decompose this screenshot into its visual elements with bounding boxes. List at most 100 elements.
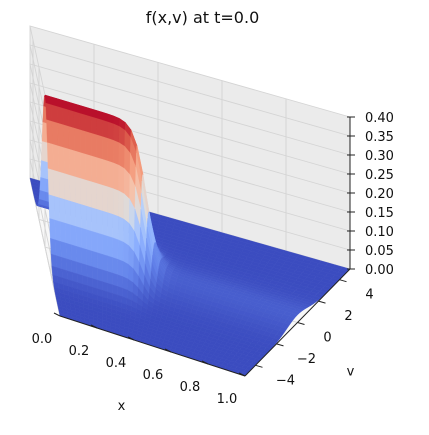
surface-patch <box>107 121 114 141</box>
surface-patch <box>91 132 98 158</box>
surface-patch <box>102 119 109 139</box>
surface-patch <box>57 122 64 148</box>
surface-patch <box>112 237 119 260</box>
surface-patch <box>53 170 60 199</box>
surface-patch <box>102 136 109 162</box>
surface-patch <box>112 188 119 217</box>
surface-patch <box>111 284 118 296</box>
surface-patch <box>71 260 78 274</box>
surface-patch <box>91 207 98 234</box>
surface-patch <box>112 257 119 275</box>
surface-patch <box>91 155 98 184</box>
surface-patch <box>70 244 77 263</box>
x-tick-label: 0.2 <box>69 344 90 359</box>
surface-patch <box>97 279 103 291</box>
surface-patch <box>64 173 71 202</box>
v-tick <box>255 364 263 368</box>
surface-patch <box>91 231 98 253</box>
surface-patch <box>91 266 98 281</box>
surface-patch <box>107 160 114 189</box>
surface-patch <box>117 216 124 243</box>
surface-patch <box>85 131 92 157</box>
surface-patch <box>76 261 83 276</box>
surface-patch <box>96 232 103 255</box>
x-axis-line <box>59 315 246 377</box>
surface-patch <box>96 252 103 271</box>
surface-patch <box>123 218 130 246</box>
surface-patch <box>60 241 67 259</box>
surface-patch <box>102 269 108 284</box>
surface-patch <box>50 238 57 256</box>
surface-patch <box>49 218 56 241</box>
surface-patch <box>79 113 86 132</box>
surface <box>29 94 351 377</box>
surface-patch <box>107 235 114 258</box>
v-tick-label: 2 <box>344 309 352 324</box>
surface-patch <box>75 202 82 229</box>
surface-patch <box>68 126 75 152</box>
surface-patch <box>107 271 113 285</box>
surface-patch <box>63 124 70 150</box>
surface-patch <box>112 214 119 240</box>
surface-patch <box>107 282 113 294</box>
surface-patch <box>118 164 125 195</box>
x-tick <box>201 360 209 365</box>
surface-patch <box>73 111 81 131</box>
surface-patch <box>68 109 75 129</box>
surface-patch <box>102 210 108 237</box>
x-tick <box>238 372 246 377</box>
x-tick <box>127 336 135 341</box>
surface-patch <box>74 150 81 179</box>
surface-patch <box>102 184 108 213</box>
surface-patch <box>80 152 87 181</box>
surface-patch <box>65 242 72 261</box>
surface-patch <box>107 255 113 274</box>
surface-patch <box>65 222 72 245</box>
surface-patch <box>91 250 98 269</box>
surface-patch <box>80 178 87 207</box>
v-tick-label: 4 <box>365 288 373 303</box>
z-tick-label: 0.40 <box>365 111 394 126</box>
surface-patch <box>59 221 67 244</box>
surface-patch <box>55 239 62 258</box>
surface-patch <box>76 246 82 264</box>
v-tick <box>276 343 284 347</box>
surface-patch <box>91 181 98 210</box>
surface-patch <box>47 168 55 197</box>
z-tick-label: 0.05 <box>365 244 394 259</box>
surface-patch <box>39 176 47 193</box>
x-tick <box>53 312 61 317</box>
surface-patch <box>118 190 125 220</box>
surface-patch <box>58 171 65 200</box>
v-tick <box>297 322 305 325</box>
surface-patch <box>90 116 97 136</box>
surface-patch <box>96 267 103 282</box>
surface-patch <box>75 226 82 249</box>
surface-patch <box>69 149 76 178</box>
surface-patch <box>58 145 65 174</box>
surface-patch <box>117 239 124 262</box>
surface-patch <box>107 212 114 239</box>
x-tick <box>164 348 172 353</box>
surface-patch <box>51 121 59 147</box>
surface-patch <box>80 204 87 230</box>
surface-patch <box>80 227 87 250</box>
surface-patch <box>102 253 108 272</box>
surface-patch <box>50 253 57 268</box>
surface-patch <box>53 196 61 222</box>
surface-patch <box>86 229 93 252</box>
surface-patch <box>47 142 54 171</box>
surface-patch <box>96 157 103 186</box>
surface-patch <box>96 183 103 212</box>
surface-patch <box>52 144 60 173</box>
x-axis-label: x <box>118 399 126 414</box>
surface-patch <box>96 209 103 235</box>
surface-patch <box>102 234 108 257</box>
surface-patch <box>59 197 66 224</box>
surface-patch <box>56 106 64 126</box>
surface-patch <box>51 104 58 124</box>
v-tick-label: −2 <box>297 352 316 367</box>
surface-patch <box>86 205 92 232</box>
